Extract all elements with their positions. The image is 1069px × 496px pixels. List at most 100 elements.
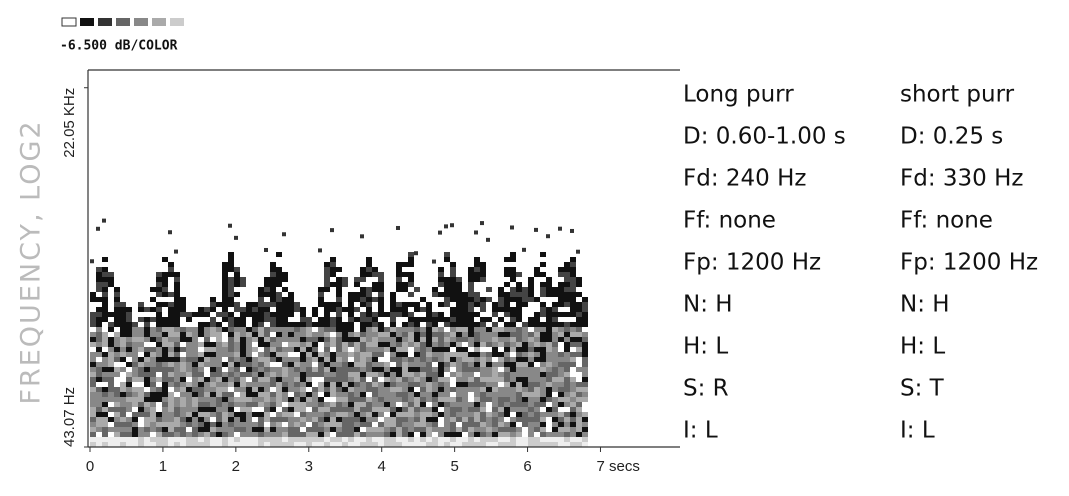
spectrogram-cell (498, 307, 504, 312)
spectrogram-cell (216, 397, 222, 402)
spectrogram-cell (216, 297, 222, 302)
spectrogram-cell (342, 382, 348, 387)
spectrogram-cell (264, 332, 270, 337)
spectrogram-cell (474, 282, 480, 287)
spectrogram-cell (378, 402, 384, 407)
spectrogram-cell (138, 372, 144, 377)
spectrogram-cell (138, 342, 144, 347)
spectrogram-cell (486, 317, 492, 322)
spectrogram-cell (306, 372, 312, 377)
spectrogram-cell (246, 387, 252, 392)
spectrogram-cell (366, 292, 372, 297)
spectrogram-cell (162, 387, 168, 392)
spectrogram-cell (336, 337, 342, 342)
spectrogram-cell (516, 417, 522, 422)
spectrogram-cell (198, 372, 204, 377)
spectrogram-cell (546, 297, 552, 302)
spectrogram-cell (306, 337, 312, 342)
spectrogram-cell (552, 307, 558, 312)
spectrogram-cell (342, 287, 348, 292)
spectrogram-cell (264, 357, 270, 362)
spectrogram-cell (378, 297, 384, 302)
spectrogram-cell (426, 317, 432, 322)
spectrogram-cell (120, 347, 126, 352)
spectrogram-cell (276, 372, 282, 377)
spectrogram-cell (306, 382, 312, 387)
spectrogram-cell (528, 332, 534, 337)
spectrogram-cell (582, 432, 588, 437)
spectrogram-cell (474, 297, 480, 302)
spectrogram-cell (282, 352, 288, 357)
spectrogram-cell (552, 397, 558, 402)
spectrogram-cell (456, 382, 462, 387)
spectrogram-cell (480, 397, 486, 402)
spectrogram-cell (180, 392, 186, 397)
spectrogram-cell (528, 392, 534, 397)
spectrogram-cell (300, 377, 306, 382)
spectrogram-cell (138, 377, 144, 382)
spectrogram-cell (258, 422, 264, 427)
spectrogram-cell (384, 442, 390, 447)
spectrogram-cell (486, 292, 492, 297)
spectrogram-cell (354, 317, 360, 322)
spectrogram-cell (444, 387, 450, 392)
spectrogram-cell (540, 392, 546, 397)
spectrogram-cell (282, 427, 288, 432)
spectrogram-cell (420, 412, 426, 417)
spectrogram-cell (294, 367, 300, 372)
spectrogram-cell (408, 367, 414, 372)
spectrogram-cell (576, 282, 582, 287)
spectrogram-cell (450, 292, 456, 297)
spectrogram-cell (318, 357, 324, 362)
spectrogram-cell (522, 347, 528, 352)
spectrogram-cell (168, 277, 174, 282)
spectrogram-cell (282, 402, 288, 407)
spectrogram-cell (204, 347, 210, 352)
spectrogram-cell (540, 342, 546, 347)
spectrogram-cell (276, 377, 282, 382)
spectrogram-cell (324, 262, 330, 267)
spectrogram-cell (438, 297, 444, 302)
spectrogram-cell (282, 332, 288, 337)
spectrogram-cell (132, 397, 138, 402)
spectrogram-cell (210, 337, 216, 342)
spectrogram-cell (270, 372, 276, 377)
spectrogram-cell (360, 422, 366, 427)
spectrogram-cell (228, 322, 234, 327)
spectrogram-cell (576, 417, 582, 422)
spectrogram-cell (426, 357, 432, 362)
spectrogram-cell (228, 377, 234, 382)
spectrogram-cell (534, 292, 540, 297)
spectrogram-cell (174, 297, 180, 302)
spectrogram-cell (174, 322, 180, 327)
spectrogram-cell (426, 397, 432, 402)
spectrogram-cell (282, 417, 288, 422)
spectrogram-cell (324, 417, 330, 422)
spectrogram-cell (468, 437, 474, 442)
spectrogram-cell (330, 432, 336, 437)
spectrogram-cell (402, 327, 408, 332)
spectrogram-cell (270, 282, 276, 287)
spectrogram-cell (222, 442, 228, 447)
spectrogram-cell (306, 442, 312, 447)
spectrogram-cell (402, 287, 408, 292)
spectrogram-cell (150, 342, 156, 347)
spectrogram-cell (318, 432, 324, 437)
spectrogram-cell (558, 377, 564, 382)
spectrogram-cell (474, 317, 480, 322)
spectrogram-cell (210, 407, 216, 412)
spectrogram-cell (162, 442, 168, 447)
spectrogram-cell (540, 432, 546, 437)
spectrogram-cell (162, 352, 168, 357)
spectrogram-cell (396, 392, 402, 397)
spectrogram-cell (354, 427, 360, 432)
spectrogram-cell (150, 442, 156, 447)
spectrogram-cell (144, 397, 150, 402)
spectrogram-cell (126, 382, 132, 387)
spectrogram-cell (570, 402, 576, 407)
spectrogram-cell (312, 332, 318, 337)
spectrogram-cell (168, 347, 174, 352)
spectrogram-cell (582, 357, 588, 362)
spectrogram-cell (210, 377, 216, 382)
spectrogram-cell (102, 412, 108, 417)
